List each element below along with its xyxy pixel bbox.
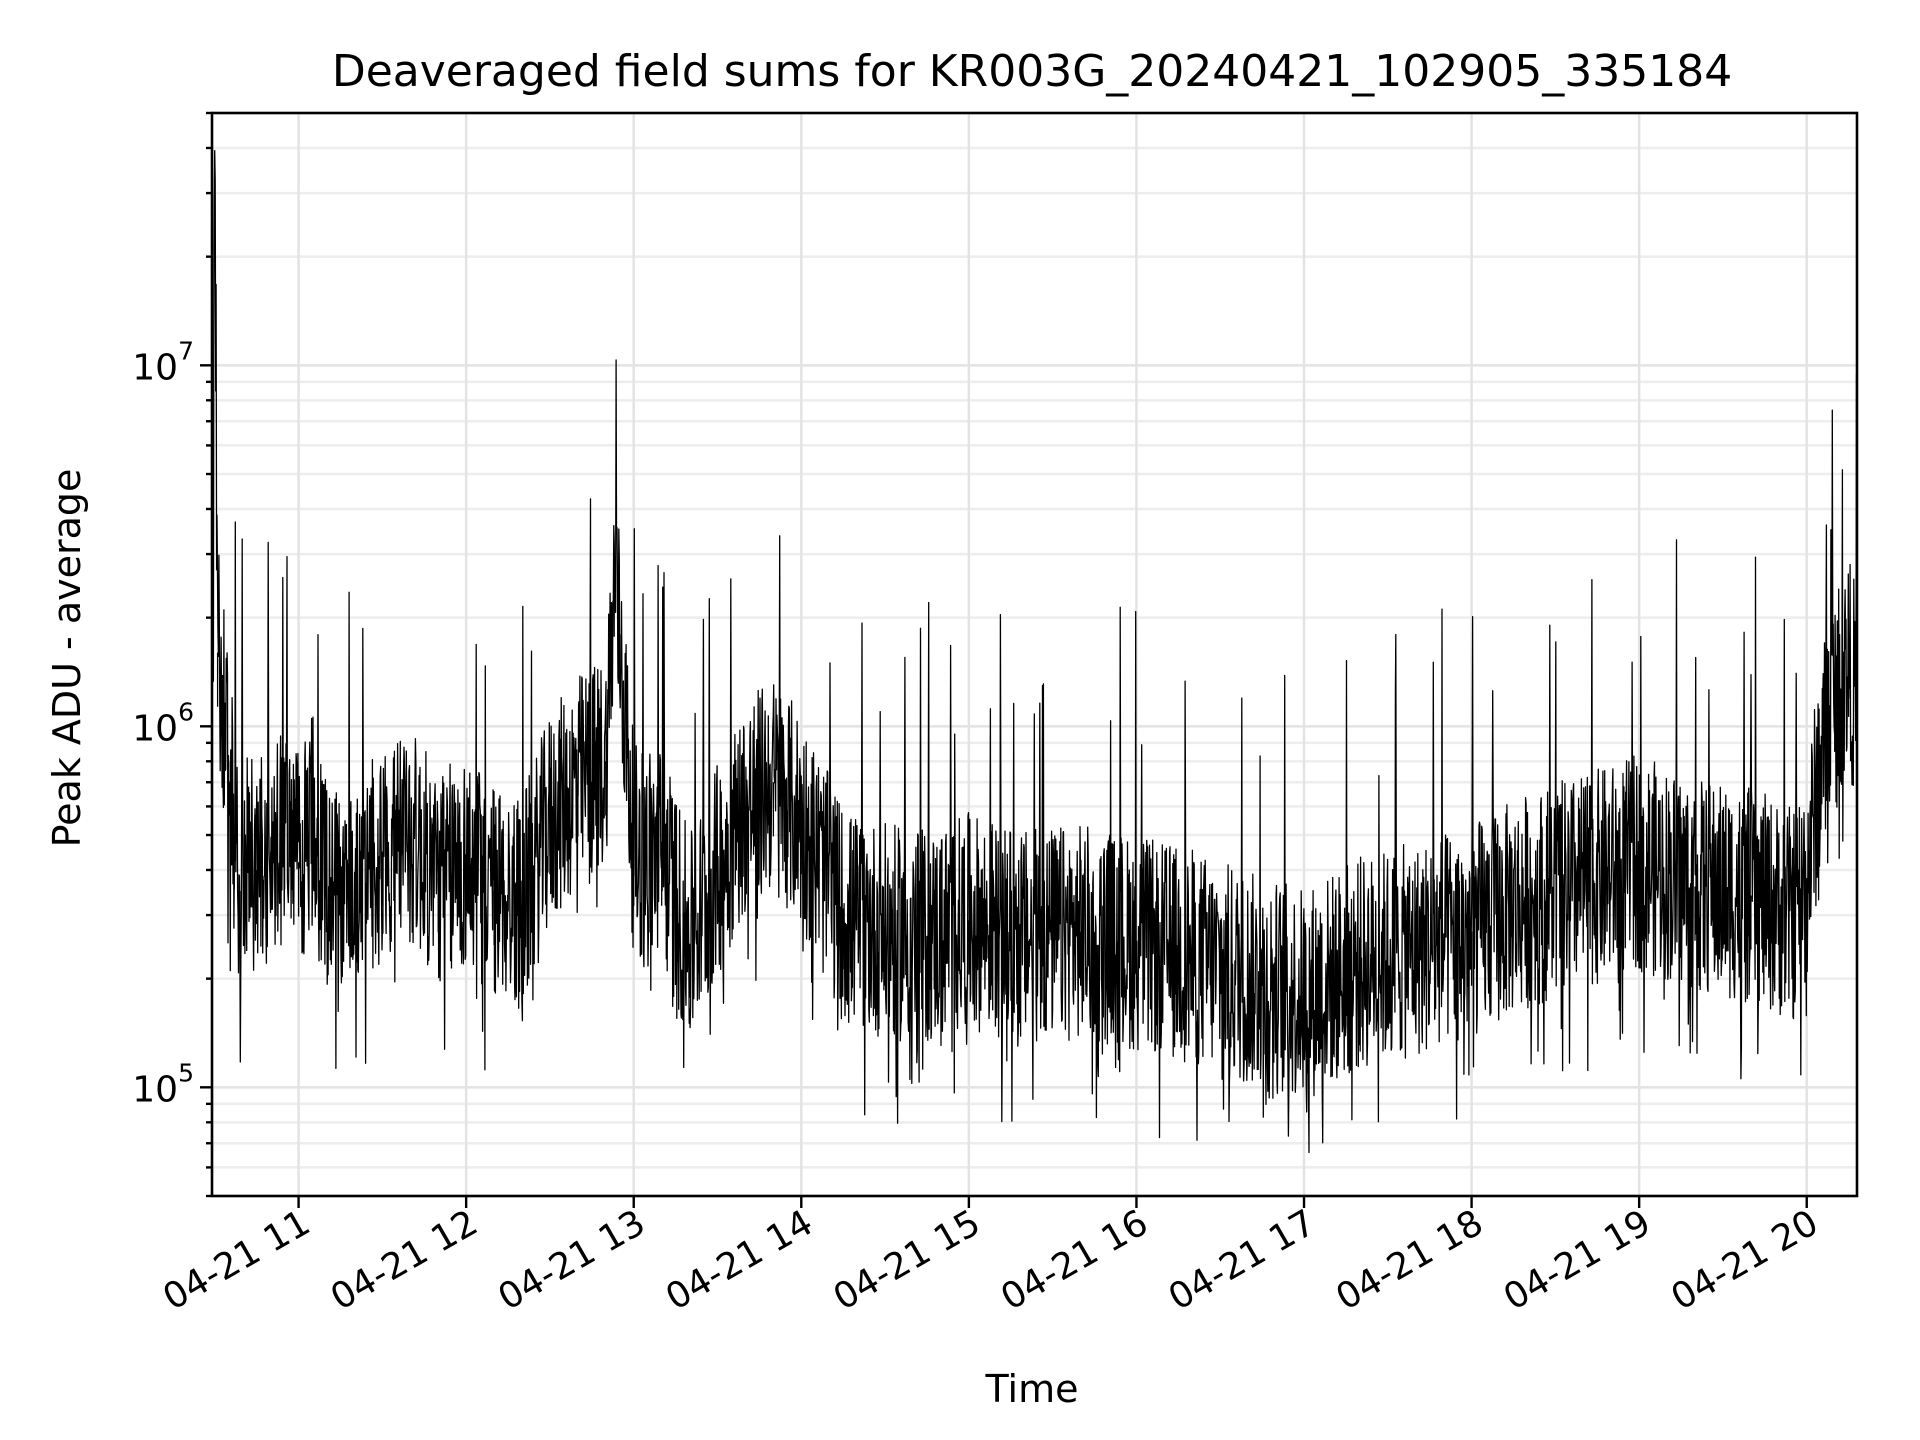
y-tick-exponent: 6 <box>178 697 194 726</box>
y-tick-base: 10 <box>132 708 178 749</box>
plot-frame <box>210 111 1859 1198</box>
y-tick-base: 10 <box>132 347 178 388</box>
chart-title: Deaveraged field sums for KR003G_2024042… <box>332 46 1732 97</box>
x-axis-label: Time <box>985 1367 1079 1411</box>
series-line <box>211 149 1858 1154</box>
y-tick-label: 106 <box>132 697 194 749</box>
y-tick-label: 105 <box>132 1058 194 1110</box>
y-axis-label: Peak ADU - average <box>45 469 89 848</box>
y-tick-label: 107 <box>132 336 194 388</box>
y-tick-base: 10 <box>132 1069 178 1110</box>
y-tick-exponent: 7 <box>178 336 194 365</box>
y-tick-exponent: 5 <box>178 1058 194 1087</box>
